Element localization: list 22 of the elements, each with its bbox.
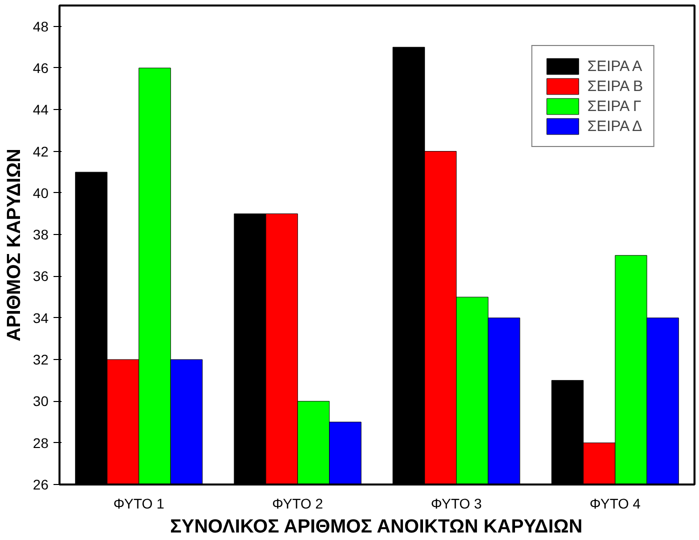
x-tick-label: ΦΥΤΟ 3 [430,496,482,512]
y-tick-label: 48 [32,18,49,34]
y-tick-label: 42 [32,143,49,160]
x-axis-title: ΣΥΝΟΛΙΚΟΣ ΑΡΙΘΜΟΣ ΑΝΟΙΚΤΩΝ ΚΑΡΥΔΙΩΝ [170,516,582,538]
y-tick-label: 28 [32,434,49,451]
y-tick-label: 44 [32,102,49,118]
legend-label: ΣΕΙΡΑ Γ [587,98,642,114]
y-tick-label: 38 [32,226,49,243]
x-tick-label: ΦΥΤΟ 2 [272,496,324,512]
y-axis-title: ΑΡΙΘΜΟΣ ΚΑΡΥΔΙΩΝ [4,148,25,342]
y-tick-label: 36 [32,268,49,284]
y-tick-label: 30 [32,393,49,410]
legend-label: ΣΕΙΡΑ Β [587,78,643,94]
y-tick-label: 26 [32,476,49,492]
legend-label: ΣΕΙΡΑ Α [587,58,642,74]
y-tick-label: 46 [32,60,49,76]
x-tick-label: ΦΥΤΟ 1 [113,496,165,512]
y-tick-label: 34 [32,310,49,326]
legend-label: ΣΕΙΡΑ Δ [587,118,642,134]
y-tick-label: 32 [32,352,49,368]
x-tick-label: ΦΥΤΟ 4 [590,496,641,512]
y-tick-label: 40 [32,184,49,201]
